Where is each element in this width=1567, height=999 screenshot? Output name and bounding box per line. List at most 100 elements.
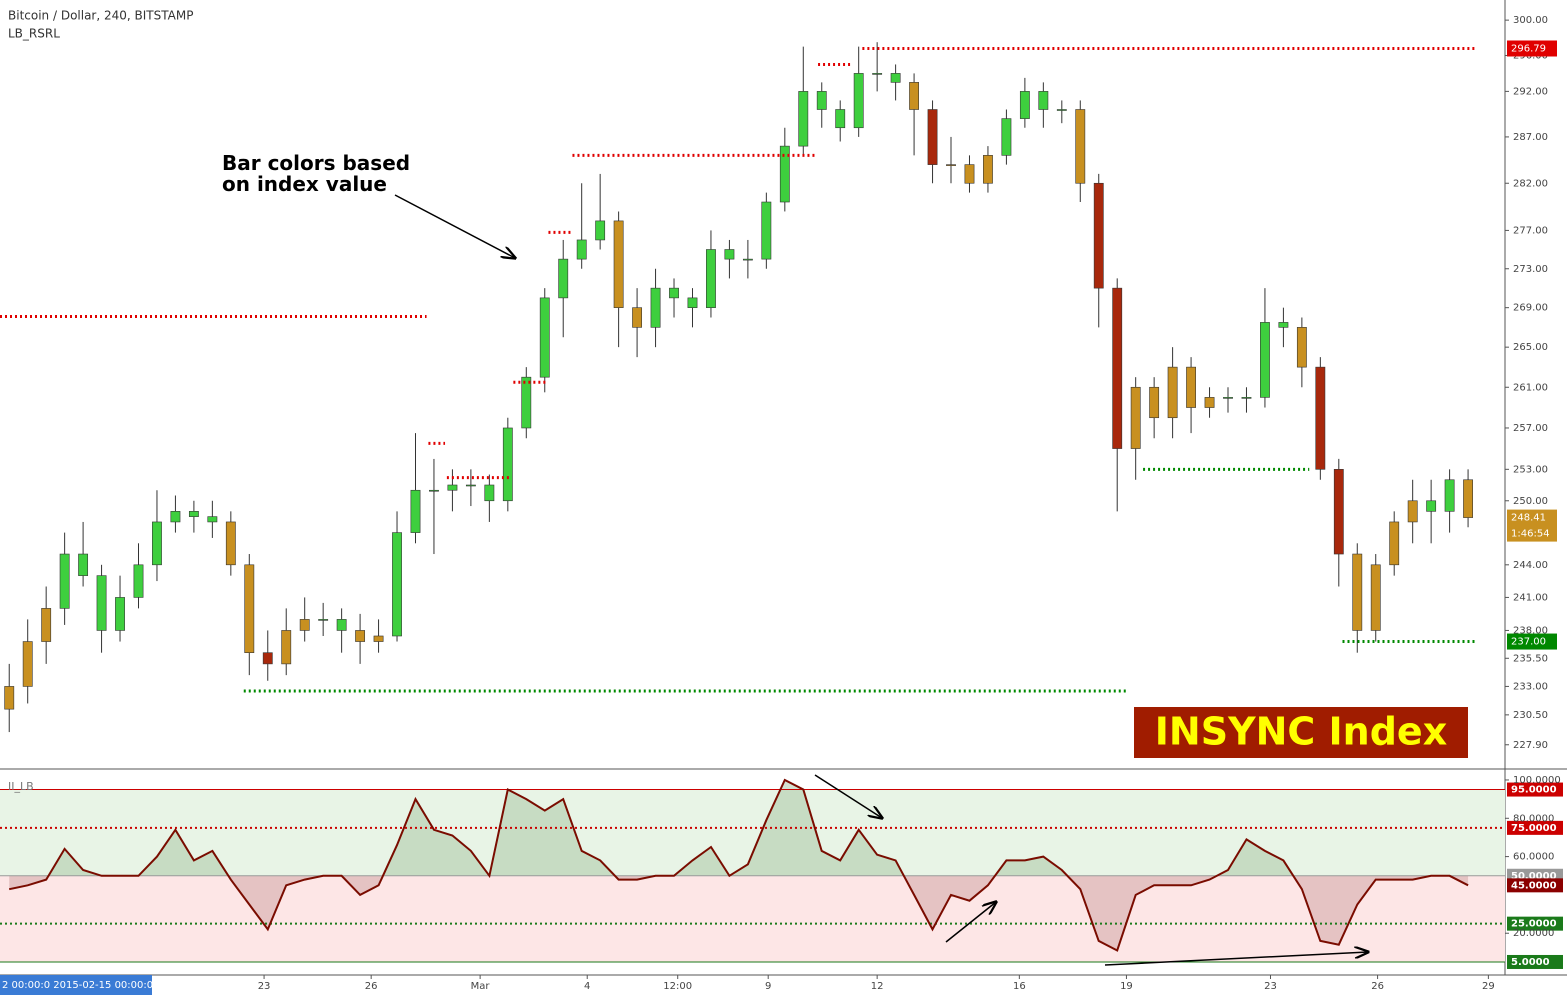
y-tick-label: 100.0000: [1513, 775, 1561, 786]
candle-body: [946, 164, 956, 166]
x-tick-label: 19: [1120, 981, 1133, 992]
candle-body: [1001, 118, 1012, 156]
y-tick-label: 233.00: [1513, 681, 1548, 692]
candle-body: [761, 201, 772, 260]
level-label: 5.0000: [1511, 957, 1550, 968]
candle-body: [687, 297, 698, 308]
candle-body: [816, 91, 827, 110]
y-tick-label: 60.0000: [1513, 852, 1554, 863]
y-tick-label: 241.00: [1513, 592, 1548, 603]
x-tick-label: 4: [584, 981, 590, 992]
candle-body: [983, 155, 993, 184]
x-tick-label: 23: [258, 981, 271, 992]
y-tick-label: 257.00: [1513, 423, 1548, 434]
candle-body: [1463, 479, 1473, 518]
candle-body: [1389, 521, 1400, 566]
candle-body: [1260, 322, 1270, 398]
level-label-box: [1507, 782, 1563, 797]
candle-body: [188, 511, 199, 517]
candle-body: [4, 686, 15, 710]
candle-body: [1019, 91, 1030, 119]
y-tick-label: 250.00: [1513, 496, 1548, 507]
y-tick-label: 273.00: [1513, 264, 1548, 275]
y-tick-label: 238.00: [1513, 625, 1548, 636]
divergence-arrow: [1104, 952, 1368, 966]
y-tick-label: 227.90: [1513, 740, 1548, 751]
level-label: 25.0000: [1511, 919, 1557, 930]
candle-body: [779, 145, 790, 203]
candle-body: [539, 297, 550, 378]
level-label: 50.0000: [1511, 871, 1557, 882]
candle-body: [1056, 109, 1067, 111]
x-tick-label: 26: [365, 981, 378, 992]
candle-body: [872, 73, 883, 75]
candle-body: [1130, 386, 1141, 449]
candle-body: [1407, 500, 1418, 523]
area-above: [9, 780, 1469, 876]
candle-body: [133, 564, 144, 598]
candle-body: [281, 630, 292, 665]
level-label: 237.00: [1511, 637, 1546, 648]
y-tick-label: 244.00: [1513, 560, 1548, 571]
candle-body: [59, 553, 70, 609]
level-label-box: [1507, 954, 1563, 969]
y-tick-label: 269.00: [1513, 303, 1548, 314]
level-label-box: [1507, 633, 1557, 650]
candle-body: [1038, 91, 1049, 110]
y-tick-label: 292.00: [1513, 86, 1548, 97]
candle-body: [299, 619, 310, 631]
candle-body: [706, 249, 716, 308]
cursor-label-box: [0, 975, 152, 995]
candle-body: [373, 635, 384, 642]
y-tick-label: 230.50: [1513, 710, 1548, 721]
last-price-box: [1507, 509, 1557, 542]
candle-body: [318, 619, 329, 621]
level-label-box: [1507, 916, 1563, 931]
x-tick-label: 12: [871, 981, 884, 992]
candle-body: [225, 521, 236, 566]
y-tick-label: 300.00: [1513, 15, 1548, 26]
x-tick-label: 12:00: [663, 981, 692, 992]
candle-body: [392, 532, 402, 637]
y-tick-label: 20.0000: [1513, 928, 1554, 939]
candle-body: [115, 597, 125, 631]
x-tick-label: Mar: [471, 981, 491, 992]
x-tick-label: 16: [1013, 981, 1026, 992]
y-tick-label: 235.50: [1513, 653, 1548, 664]
candle-body: [1112, 287, 1123, 449]
candle-body: [650, 287, 661, 328]
annotation-arrow: [394, 194, 515, 258]
divergence-arrow: [945, 902, 996, 943]
candle-body: [1075, 109, 1086, 184]
candle-body: [262, 652, 273, 665]
x-tick-label: 9: [765, 981, 771, 992]
last-value-label: 45.0000: [1511, 880, 1557, 891]
y-tick-label: 265.00: [1513, 342, 1548, 353]
x-tick-label: 29: [1482, 981, 1495, 992]
candle-body: [502, 427, 513, 502]
y-tick-label: 261.00: [1513, 382, 1548, 393]
candle-body: [465, 484, 476, 487]
level-label: 95.0000: [1511, 785, 1557, 796]
candle-body: [742, 258, 753, 261]
indicator-title: II_LB: [8, 780, 34, 793]
candle-body: [613, 220, 624, 308]
candle-body: [244, 564, 255, 653]
x-tick-label: 26: [1371, 981, 1384, 992]
candle-body: [521, 376, 532, 429]
chart-title: Bitcoin / Dollar, 240, BITSTAMP: [8, 9, 193, 23]
candle-body: [724, 249, 735, 260]
candle-body: [1204, 397, 1215, 408]
candle-body: [909, 82, 919, 110]
level-label: 296.79: [1511, 43, 1546, 54]
candle-body: [595, 220, 606, 241]
candle-body: [835, 109, 846, 129]
y-tick-label: 277.00: [1513, 225, 1548, 236]
candle-body: [41, 608, 52, 642]
candle-body: [890, 73, 901, 83]
candle-body: [1167, 366, 1178, 419]
band: [0, 789, 1505, 876]
candle-body: [22, 641, 33, 687]
candle-body: [964, 164, 975, 184]
